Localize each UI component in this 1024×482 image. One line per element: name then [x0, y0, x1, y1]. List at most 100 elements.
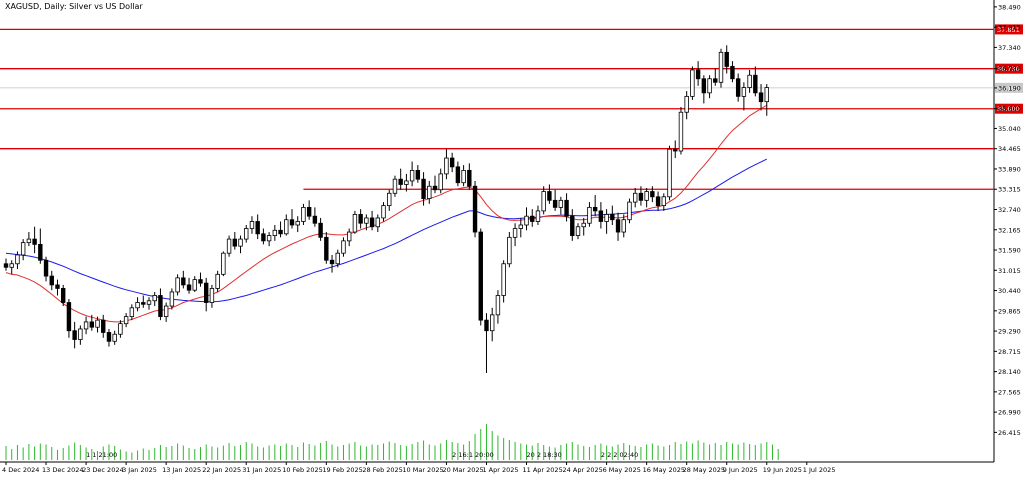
price-tick-label: 29.290 [998, 328, 1021, 336]
candle-body-bullish [9, 263, 14, 268]
candle-body-bearish [673, 148, 678, 152]
candle-body-bullish [747, 74, 752, 88]
candle [478, 228, 483, 326]
level-price-label: 36.736 [997, 65, 1020, 73]
candle-body-bullish [215, 273, 220, 289]
date-tick-label: 10 Mar 2025 [402, 466, 443, 474]
candle [633, 188, 638, 208]
event-marker-label: 2 2 2 02:40 [601, 451, 638, 459]
price-tick-label: 33.890 [998, 165, 1021, 173]
candle-body-bearish [324, 236, 329, 261]
candle [261, 228, 266, 245]
candle-body-bearish [467, 169, 472, 187]
candle-body-bearish [358, 214, 363, 224]
candle [198, 272, 203, 287]
candle-body-bearish [701, 78, 707, 94]
candle-body-bearish [615, 219, 621, 233]
candle [329, 254, 335, 273]
candle-body-bearish [38, 243, 43, 261]
candle-body-bullish [284, 219, 289, 235]
candle [49, 270, 54, 291]
candle [318, 217, 323, 241]
candle-body-bullish [272, 229, 278, 236]
candle-body-bullish [375, 217, 380, 228]
date-tick-label: 28 May 2025 [683, 466, 725, 474]
candle [118, 320, 123, 338]
candle [427, 180, 432, 204]
date-tick-label: 20 Mar 2025 [442, 466, 483, 474]
price-tick-label: 35.040 [998, 125, 1021, 133]
candle [627, 198, 632, 224]
candle [621, 214, 626, 238]
price-tick-label: 31.015 [998, 267, 1021, 275]
candle [238, 235, 243, 254]
candle [638, 186, 644, 206]
candle-body-bearish [306, 206, 312, 217]
event-marker-label: 20 2 18:30 [527, 451, 562, 459]
current-price-label: 36.192 [997, 84, 1020, 92]
candle [518, 217, 523, 238]
candle [192, 276, 197, 292]
candle-body-bullish [741, 87, 747, 97]
candle [289, 209, 295, 229]
candle [449, 152, 455, 173]
candle [158, 288, 163, 321]
price-tick-label: 31.590 [998, 247, 1021, 255]
candle [203, 277, 209, 312]
candle-body-bearish [61, 288, 66, 303]
candle [718, 48, 724, 88]
candle [335, 249, 340, 268]
candle [226, 235, 232, 257]
candle-body-bearish [530, 215, 535, 222]
candle-body-bearish [141, 302, 146, 305]
candle [101, 314, 106, 338]
candle [581, 217, 586, 236]
candle [409, 161, 415, 187]
price-tick-label: 29.865 [998, 307, 1021, 315]
candle [26, 232, 32, 247]
candle-body-bullish [661, 196, 666, 207]
candle [186, 277, 192, 294]
candle-body-bullish [387, 192, 392, 207]
candle [415, 165, 421, 183]
candle-body-bearish [318, 222, 323, 238]
candle [352, 210, 358, 234]
candle [135, 297, 140, 312]
price-tick-label: 38.490 [998, 3, 1021, 11]
candle [644, 188, 649, 208]
candle [123, 313, 129, 328]
level-price-label: 37.851 [997, 26, 1020, 34]
price-tick-label: 35.600 [998, 105, 1021, 113]
candle-body-bullish [221, 252, 226, 275]
candle-body-bearish [432, 185, 438, 191]
candle [221, 251, 226, 277]
candle-body-bullish [192, 279, 197, 291]
date-tick-label: 1 Jul 2025 [803, 466, 836, 474]
candle [570, 209, 575, 241]
date-tick-label: 13 Dec 2024 [42, 466, 84, 474]
price-tick-label: 32.740 [998, 206, 1021, 214]
candle [272, 225, 278, 241]
candle-body-bullish [535, 210, 541, 222]
candle [552, 189, 558, 211]
date-tick-label: 9 Jun 2025 [723, 466, 758, 474]
candle [369, 210, 375, 231]
candle [467, 163, 472, 190]
date-tick-label: 3 Jan 2025 [122, 466, 157, 474]
candle-body-bullish [335, 252, 340, 265]
candle-body-bearish [158, 295, 163, 318]
price-tick-label: 27.565 [998, 388, 1021, 396]
candle-body-bearish [186, 284, 192, 291]
date-tick-label: 19 Jun 2025 [763, 466, 802, 474]
candle-body-bullish [249, 221, 255, 229]
candle [673, 140, 678, 159]
candle-body-bearish [55, 284, 60, 289]
candle-body-bullish [20, 242, 26, 256]
candle [301, 203, 306, 225]
date-tick-label: 13 Jan 2025 [162, 466, 201, 474]
candle [306, 200, 312, 220]
candle-body-bearish [398, 178, 403, 185]
candle [535, 205, 541, 225]
candle [650, 186, 655, 203]
